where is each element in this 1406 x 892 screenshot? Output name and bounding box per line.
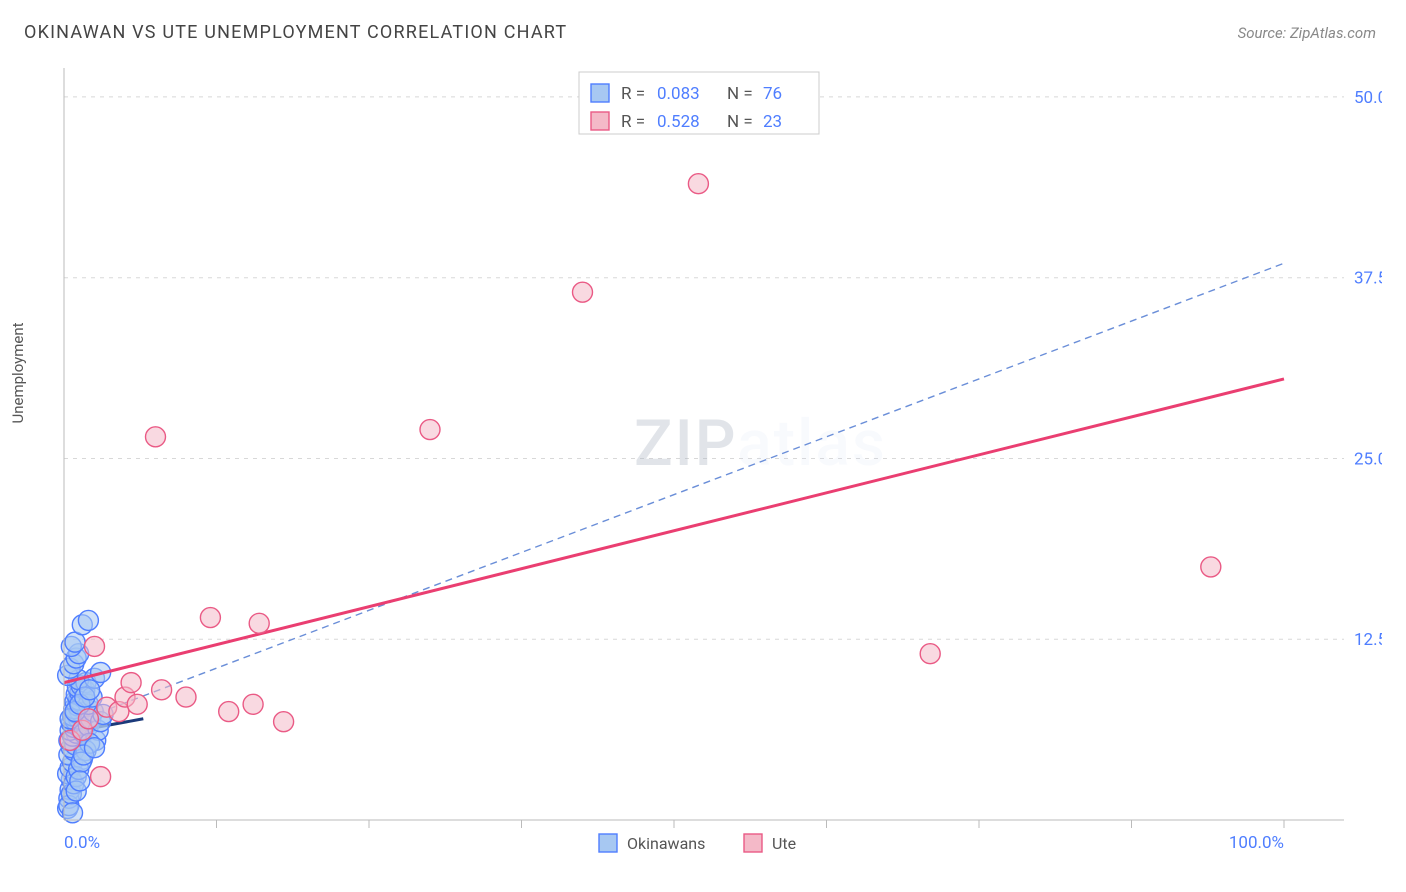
reference-line <box>64 263 1284 726</box>
legend-n-label: N = <box>727 84 753 104</box>
data-point <box>274 712 294 732</box>
chart-title: OKINAWAN VS UTE UNEMPLOYMENT CORRELATION… <box>24 22 567 43</box>
legend-r-value: 0.528 <box>657 112 700 132</box>
data-point <box>152 680 172 700</box>
data-point <box>80 680 100 700</box>
data-point <box>200 608 220 628</box>
data-point <box>688 174 708 194</box>
data-point <box>176 687 196 707</box>
data-point <box>420 420 440 440</box>
data-point <box>146 427 166 447</box>
legend-n-value: 23 <box>763 112 782 132</box>
data-point <box>573 282 593 302</box>
legend-swatch <box>591 112 609 130</box>
data-point <box>85 738 105 758</box>
data-point <box>219 702 239 722</box>
data-point <box>78 610 98 630</box>
y-axis-label: Unemployment <box>9 322 27 423</box>
chart-header: OKINAWAN VS UTE UNEMPLOYMENT CORRELATION… <box>0 0 1406 53</box>
legend-swatch <box>591 84 609 102</box>
scatter-chart: 12.5% 25.0% 37.5% 50.0% ZIPatlas 0.0% 100.0% R … <box>24 60 1382 870</box>
chart-source: Source: ZipAtlas.com <box>1238 24 1376 42</box>
chart-container: Unemployment 12.5%25.0%37.5%50.0%ZIPatla… <box>24 60 1382 870</box>
y-tick-label: 50.0% <box>1354 88 1382 108</box>
data-point <box>91 767 111 787</box>
x-tick-label: 100.0% <box>1229 833 1284 853</box>
data-point <box>249 613 269 633</box>
data-point <box>85 636 105 656</box>
series-label: Ute <box>772 834 796 853</box>
data-point <box>70 771 90 791</box>
y-tick-label: 12.5% <box>1354 630 1382 650</box>
series-swatch <box>744 834 762 852</box>
x-tick-label: 0.0% <box>64 833 100 853</box>
data-point <box>78 709 98 729</box>
legend-r-value: 0.083 <box>657 84 700 104</box>
watermark: ZIPatlas <box>634 406 887 481</box>
legend-r-label: R = <box>621 84 645 104</box>
data-point <box>127 694 147 714</box>
y-tick-label: 37.5% <box>1354 269 1382 289</box>
data-point <box>1201 557 1221 577</box>
y-tick-label: 25.0% <box>1354 449 1382 469</box>
data-point <box>243 694 263 714</box>
legend-n-value: 76 <box>763 84 782 104</box>
data-point <box>121 673 141 693</box>
data-point <box>920 644 940 664</box>
legend-r-label: R = <box>621 112 645 132</box>
series-label: Okinawans <box>627 834 705 853</box>
legend-n-label: N = <box>727 112 753 132</box>
series-swatch <box>599 834 617 852</box>
